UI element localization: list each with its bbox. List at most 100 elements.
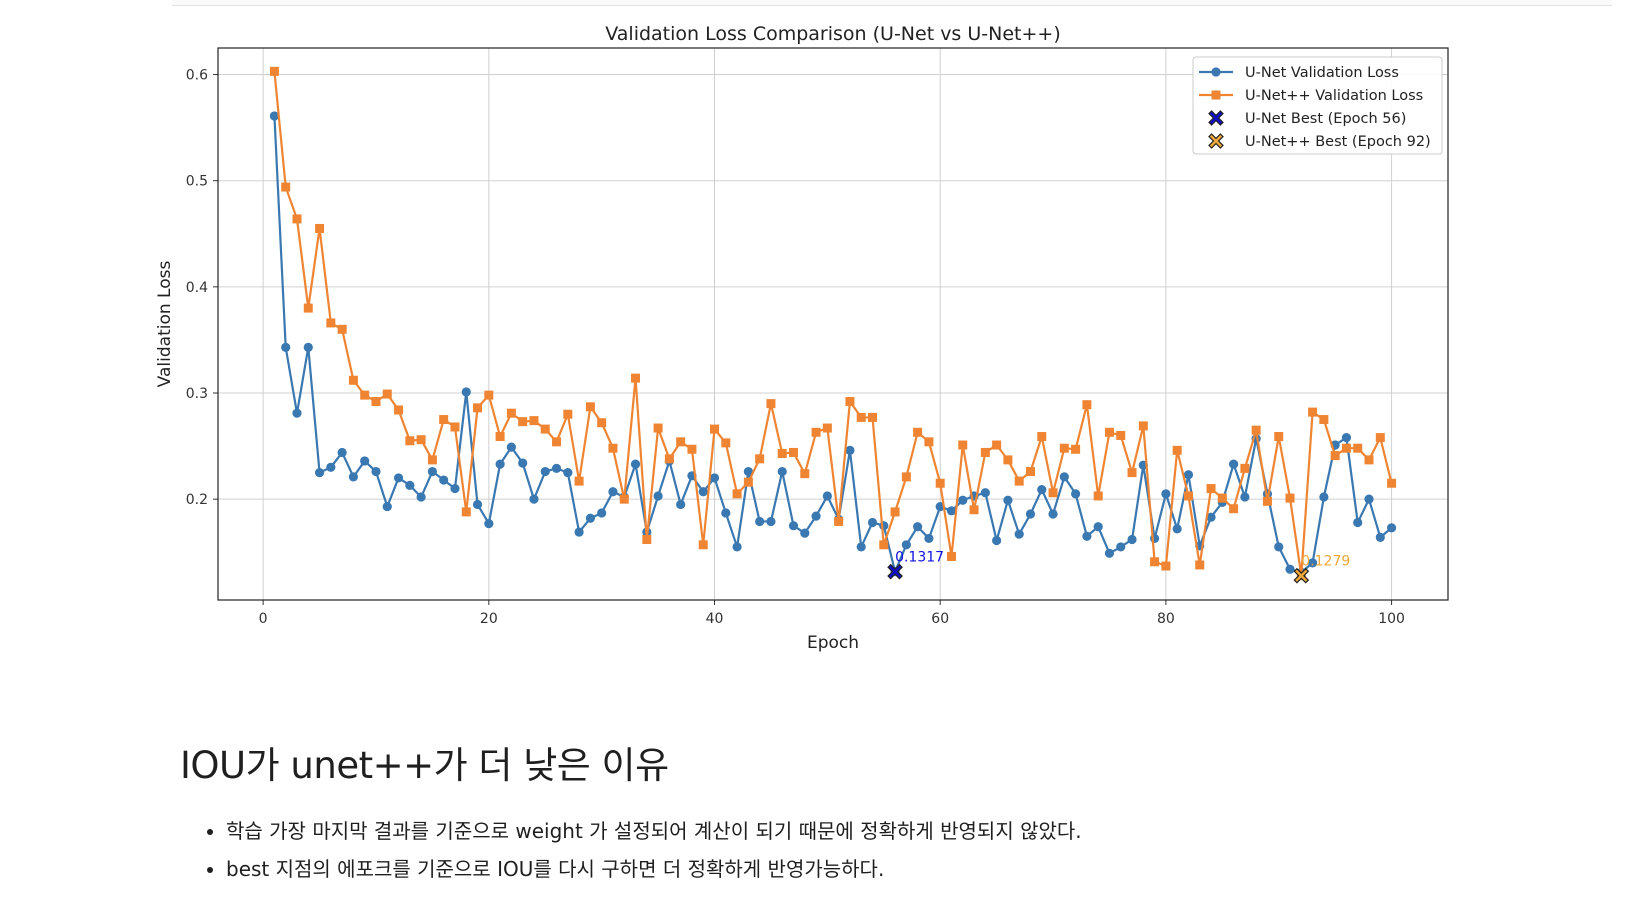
unetpp-point xyxy=(394,405,404,415)
unetpp-point xyxy=(608,443,618,453)
unet-point xyxy=(314,468,325,478)
unetpp-point xyxy=(1172,445,1182,455)
unet-point xyxy=(597,508,607,518)
legend-unetpp-best: U-Net++ Best (Epoch 92) xyxy=(1208,133,1431,150)
unet-point xyxy=(608,487,618,497)
unet-point xyxy=(269,111,280,121)
unet-point xyxy=(992,535,1002,546)
unetpp-point xyxy=(1217,493,1227,503)
unetpp-point xyxy=(1014,476,1024,486)
unetpp-point xyxy=(1037,432,1047,442)
unet-point xyxy=(281,342,291,352)
unetpp-point xyxy=(1375,433,1385,443)
unet-point xyxy=(867,517,878,528)
unetpp-point xyxy=(992,440,1002,450)
unet-point xyxy=(1319,492,1329,502)
x-tick-label: 20 xyxy=(480,611,498,627)
unetpp-point xyxy=(427,455,437,465)
unet-point xyxy=(924,533,934,544)
unet-point xyxy=(856,542,866,552)
unet-point xyxy=(676,499,686,510)
previous-cell-border xyxy=(172,0,1612,6)
unet-point xyxy=(439,475,449,485)
unetpp-point xyxy=(698,540,708,550)
unet-point xyxy=(1082,531,1092,541)
unetpp-point xyxy=(1025,467,1035,477)
unetpp-point xyxy=(687,444,697,454)
unet-point xyxy=(1353,517,1363,528)
unetpp-point xyxy=(879,540,889,550)
unet-point xyxy=(495,459,505,469)
x-tick-label: 0 xyxy=(259,611,268,627)
unet-point xyxy=(484,518,494,529)
y-tick-label: 0.6 xyxy=(186,68,208,84)
unet-point xyxy=(958,495,968,505)
unet-point xyxy=(777,466,787,477)
unetpp-point xyxy=(1353,443,1363,453)
unetpp-point xyxy=(326,318,336,328)
unet-point xyxy=(1375,532,1385,542)
unetpp-point xyxy=(1150,557,1160,567)
unet-point xyxy=(1127,534,1137,545)
unet-point xyxy=(326,462,336,472)
unetpp-point xyxy=(1161,561,1171,571)
plot-frame xyxy=(217,47,1449,601)
unet-point xyxy=(450,483,460,494)
legend-label: U-Net++ Best (Epoch 92) xyxy=(1245,134,1431,150)
legend-label: U-Net Validation Loss xyxy=(1245,65,1399,81)
unet-point xyxy=(946,506,957,516)
unetpp-point xyxy=(935,478,945,488)
unet-point xyxy=(1206,512,1216,522)
x-axis-label: Epoch xyxy=(807,633,859,653)
unetpp-point xyxy=(958,440,968,450)
unetpp-point xyxy=(450,422,460,432)
y-tick-label: 0.5 xyxy=(186,174,208,190)
unet-point xyxy=(1037,485,1047,495)
unetpp-point xyxy=(619,494,629,504)
unetpp-point xyxy=(563,409,573,419)
unet-point xyxy=(1172,524,1182,534)
unet-point xyxy=(427,466,438,477)
unetpp-point xyxy=(337,324,347,334)
chart-title: Validation Loss Comparison (U-Net vs U-N… xyxy=(605,23,1061,45)
unetpp-point xyxy=(1387,478,1397,488)
unetpp-point xyxy=(281,182,291,192)
unetpp-point xyxy=(269,66,279,76)
unetpp-point xyxy=(664,454,674,464)
legend-marker xyxy=(1208,133,1224,149)
unetpp-point xyxy=(710,424,720,434)
unetpp-point xyxy=(721,438,731,448)
unet-point xyxy=(721,508,731,518)
unet-point xyxy=(1274,542,1284,552)
unet-point xyxy=(506,442,516,452)
unet-point xyxy=(800,528,810,538)
unetpp-point xyxy=(777,449,787,459)
unetpp-point xyxy=(1341,443,1351,453)
unet-point xyxy=(1307,558,1318,568)
unet-point xyxy=(393,473,404,483)
unetpp-point xyxy=(924,437,934,447)
legend-box xyxy=(1192,56,1443,155)
unet-point xyxy=(732,542,742,552)
legend-label: U-Net++ Validation Loss xyxy=(1245,88,1423,104)
unetpp-point xyxy=(518,417,528,427)
unet-point xyxy=(755,516,765,527)
legend-marker xyxy=(1208,110,1224,126)
unetpp-point xyxy=(1003,455,1013,465)
unet-point xyxy=(461,387,471,397)
unetpp-point xyxy=(1104,427,1114,437)
unetpp-point xyxy=(980,447,990,457)
unet-point xyxy=(879,521,889,531)
unet-point xyxy=(845,445,855,455)
unetpp-point xyxy=(913,427,923,437)
unetpp-point xyxy=(585,402,595,412)
unet-point xyxy=(1116,542,1126,552)
unetpp-point xyxy=(382,389,392,399)
unetpp-point xyxy=(292,214,302,224)
unet-point xyxy=(653,491,663,501)
unetpp-point xyxy=(461,507,471,517)
unetpp-point xyxy=(416,435,426,445)
unet-point xyxy=(1059,472,1069,482)
unet-point xyxy=(405,480,415,490)
unet-point xyxy=(901,540,911,550)
